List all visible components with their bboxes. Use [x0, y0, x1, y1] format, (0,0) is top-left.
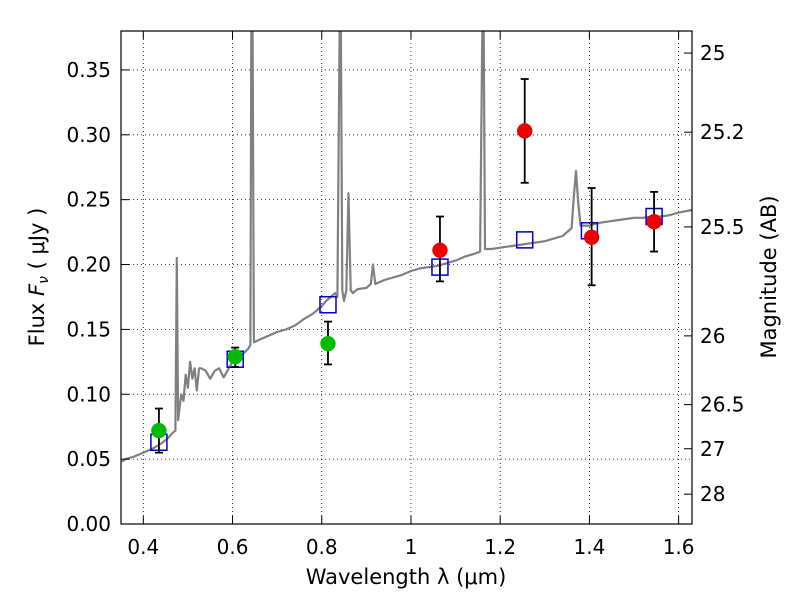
x-tick-label: 1.6 [663, 535, 695, 559]
y-tick-label: 0.20 [66, 253, 111, 277]
observed-fluxes [151, 78, 662, 454]
observed-flux-point [646, 213, 662, 230]
right-tick-label: 25.5 [700, 215, 745, 239]
model-flux-square [319, 295, 337, 314]
right-tick-label: 26 [700, 324, 725, 348]
observed-flux-point [151, 422, 167, 439]
observed-flux-point [320, 335, 336, 352]
model-flux-square [515, 231, 534, 249]
x-tick-label: 0.8 [306, 535, 338, 559]
observed-flux-point [516, 123, 533, 139]
spectrum-line [121, 31, 692, 463]
y-tick-label: 0.10 [66, 382, 111, 406]
y-tick-label: 0.25 [66, 188, 111, 212]
right-tick-label: 26.5 [700, 393, 745, 417]
right-y-axis-label: Magnitude (AB) [757, 195, 781, 358]
observed-flux-point [583, 229, 600, 246]
y-tick-label: 0.05 [66, 447, 111, 471]
y-tick-label: 0.35 [66, 58, 111, 82]
plot-background [121, 31, 692, 524]
x-tick-label: 1 [405, 535, 418, 559]
y-axis-label: Flux Fν ( μJy ) [25, 208, 52, 347]
y-tick-label: 0.00 [66, 512, 111, 536]
right-tick-label: 25 [700, 41, 725, 65]
observed-flux-point [227, 348, 243, 365]
axis-ticks: 0.4 0.6 0.8 1 1.2 1.4 1.6 0.00 0.05 0.10 0.15 0.20 0… [66, 31, 745, 559]
observed-flux-point [432, 242, 448, 259]
x-tick-label: 0.6 [217, 535, 249, 559]
right-tick-label: 28 [700, 482, 725, 506]
model-spectrum [121, 31, 692, 463]
right-tick-label: 25.2 [700, 120, 745, 144]
x-tick-label: 0.4 [127, 535, 159, 559]
x-tick-label: 1.4 [573, 535, 605, 559]
plot-frame [120, 30, 693, 525]
x-tick-label: 1.2 [484, 535, 516, 559]
plot-area [121, 31, 692, 463]
y-tick-label: 0.15 [66, 317, 111, 341]
x-axis-label: Wavelength λ (μm) [306, 565, 507, 589]
right-tick-label: 27 [700, 437, 725, 461]
y-tick-label: 0.30 [66, 123, 111, 147]
